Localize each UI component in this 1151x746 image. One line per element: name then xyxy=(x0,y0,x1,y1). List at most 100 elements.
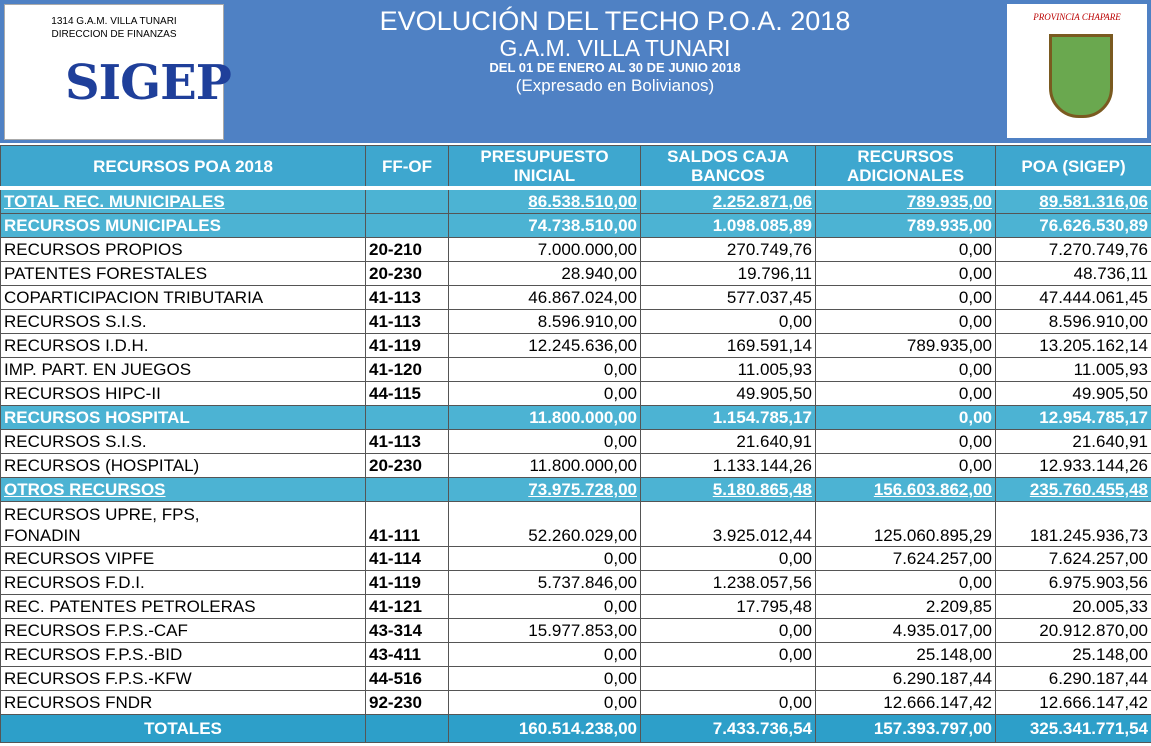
code-cell: 41-120 xyxy=(365,357,449,382)
code-cell: 44-115 xyxy=(365,381,449,406)
org-line: 1314 G.A.M. VILLA TUNARI xyxy=(51,16,177,27)
table-row: COPARTICIPACION TRIBUTARIA 41-113 46.867.0… xyxy=(0,285,1151,310)
amount-cell: 0,00 xyxy=(448,381,641,406)
amount-cell: 0,00 xyxy=(448,594,641,619)
column-header: FF-OF xyxy=(365,145,449,190)
row-label: RECURSOS VIPFE xyxy=(0,546,366,571)
amount-cell: 15.977.853,00 xyxy=(448,618,641,643)
org-name: 1314 G.A.M. VILLA TUNARI DIRECCION DE FIN… xyxy=(5,15,223,41)
amount-cell: 0,00 xyxy=(815,309,996,334)
amount-cell: 0,00 xyxy=(448,642,641,667)
table-row: RECURSOS F.P.S.-KFW 44-516 0,00 6.290.187,4… xyxy=(0,666,1151,691)
row-label: RECURSOS F.P.S.-KFW xyxy=(0,666,366,691)
amount-cell: 0,00 xyxy=(640,618,816,643)
table-row: RECURSOS FNDR 92-230 0,00 0,00 12.666.147,42… xyxy=(0,690,1151,715)
table-row: RECURSOS HOSPITAL 11.800.000,00 1.154.785,… xyxy=(0,405,1151,430)
amount-cell: 12.245.636,00 xyxy=(448,333,641,358)
code-cell: 41-119 xyxy=(365,333,449,358)
code-cell: 41-113 xyxy=(365,285,449,310)
amount-cell: 169.591,14 xyxy=(640,333,816,358)
amount-cell: 28.940,00 xyxy=(448,261,641,286)
amount-cell: 46.867.024,00 xyxy=(448,285,641,310)
amount-cell: 12.666.147,42 xyxy=(815,690,996,715)
amount-cell: 49.905,50 xyxy=(640,381,816,406)
title-block: EVOLUCIÓN DEL TECHO P.O.A. 2018 G.A.M. V… xyxy=(225,6,1005,96)
code-cell: 44-516 xyxy=(365,666,449,691)
amount-cell: 2.209,85 xyxy=(815,594,996,619)
row-label: RECURSOS F.P.S.-CAF xyxy=(0,618,366,643)
amount-cell: 20.912.870,00 xyxy=(995,618,1151,643)
amount-cell: 125.060.895,29 xyxy=(815,501,996,547)
row-label: RECURSOS MUNICIPALES xyxy=(0,213,366,238)
amount-cell: 48.736,11 xyxy=(995,261,1151,286)
amount-cell: 5.180.865,48 xyxy=(640,477,816,502)
amount-cell: 7.270.749,76 xyxy=(995,237,1151,262)
title: EVOLUCIÓN DEL TECHO P.O.A. 2018 xyxy=(379,6,851,36)
amount-cell: 21.640,91 xyxy=(640,429,816,454)
column-header: SALDOS CAJA BANCOS xyxy=(640,145,816,190)
row-label: RECURSOS HIPC-II xyxy=(0,381,366,406)
row-label: PATENTES FORESTALES xyxy=(0,261,366,286)
amount-cell: 3.925.012,44 xyxy=(640,501,816,547)
row-label: REC. PATENTES PETROLERAS xyxy=(0,594,366,619)
code-cell: 41-113 xyxy=(365,429,449,454)
code-cell xyxy=(365,477,449,502)
row-label: TOTAL REC. MUNICIPALES xyxy=(0,187,366,214)
code-cell: 41-119 xyxy=(365,570,449,595)
table-row: RECURSOS (HOSPITAL) 20-230 11.800.000,00 1.… xyxy=(0,453,1151,478)
amount-cell: 789.935,00 xyxy=(815,333,996,358)
row-label: RECURSOS FNDR xyxy=(0,690,366,715)
amount-cell: 0,00 xyxy=(815,261,996,286)
amount-cell: 577.037,45 xyxy=(640,285,816,310)
table-row: RECURSOS UPRE, FPS, FONADIN 41-111 52.260.… xyxy=(0,501,1151,547)
header-row: RECURSOS POA 2018 FF-OF PRESUPUESTO INICIA… xyxy=(0,145,1151,190)
amount-cell: 0,00 xyxy=(448,429,641,454)
code-cell xyxy=(365,213,449,238)
table-body: TOTAL REC. MUNICIPALES 86.538.510,00 2.252… xyxy=(0,187,1151,743)
amount-cell: 0,00 xyxy=(640,309,816,334)
amount-cell: 1.238.057,56 xyxy=(640,570,816,595)
amount-cell: 0,00 xyxy=(448,690,641,715)
amount-cell: 8.596.910,00 xyxy=(995,309,1151,334)
code-cell: 41-113 xyxy=(365,309,449,334)
amount-cell: 21.640,91 xyxy=(995,429,1151,454)
subtitle: G.A.M. VILLA TUNARI xyxy=(499,35,731,61)
amount-cell: 11.005,93 xyxy=(640,357,816,382)
poa-table: RECURSOS POA 2018 FF-OF PRESUPUESTO INICIA… xyxy=(0,145,1151,743)
period: DEL 01 DE ENERO AL 30 DE JUNIO 2018 xyxy=(489,60,741,75)
code-cell xyxy=(365,714,449,743)
amount-cell: 7.433.736,54 xyxy=(640,714,816,743)
table-row: RECURSOS MUNICIPALES 74.738.510,00 1.098.0… xyxy=(0,213,1151,238)
code-cell: 41-121 xyxy=(365,594,449,619)
amount-cell: 12.666.147,42 xyxy=(995,690,1151,715)
code-cell: 20-210 xyxy=(365,237,449,262)
amount-cell: 160.514.238,00 xyxy=(448,714,641,743)
amount-cell: 0,00 xyxy=(815,405,996,430)
amount-cell: 11.800.000,00 xyxy=(448,453,641,478)
amount-cell: 0,00 xyxy=(815,453,996,478)
unit-note: (Expresado en Bolivianos) xyxy=(515,76,715,95)
amount-cell: 181.245.936,73 xyxy=(995,501,1151,547)
code-cell: 20-230 xyxy=(365,453,449,478)
amount-cell: 1.154.785,17 xyxy=(640,405,816,430)
row-label: RECURSOS F.P.S.-BID xyxy=(0,642,366,667)
table-row: OTROS RECURSOS 73.975.728,00 5.180.865,48 1… xyxy=(0,477,1151,502)
code-cell: 43-411 xyxy=(365,642,449,667)
amount-cell: 0,00 xyxy=(640,546,816,571)
table-row: RECURSOS I.D.H. 41-119 12.245.636,00 169.59… xyxy=(0,333,1151,358)
table-row: REC. PATENTES PETROLERAS 41-121 0,00 17.795… xyxy=(0,594,1151,619)
table-row: TOTALES 160.514.238,00 7.433.736,54 157.393… xyxy=(0,714,1151,743)
amount-cell: 0,00 xyxy=(815,570,996,595)
table-row: RECURSOS F.P.S.-CAF 43-314 15.977.853,00 0,… xyxy=(0,618,1151,643)
code-cell xyxy=(365,405,449,430)
org-line: DIRECCION DE FINANZAS xyxy=(51,29,177,40)
amount-cell: 0,00 xyxy=(448,546,641,571)
row-label: RECURSOS UPRE, FPS, FONADIN xyxy=(0,501,366,547)
row-label: TOTALES xyxy=(0,714,366,743)
row-label: RECURSOS F.D.I. xyxy=(0,570,366,595)
amount-cell: 325.341.771,54 xyxy=(995,714,1151,743)
row-label: RECURSOS S.I.S. xyxy=(0,429,366,454)
amount-cell: 0,00 xyxy=(815,429,996,454)
table-row: PATENTES FORESTALES 20-230 28.940,00 19.796… xyxy=(0,261,1151,286)
row-label: OTROS RECURSOS xyxy=(0,477,366,502)
